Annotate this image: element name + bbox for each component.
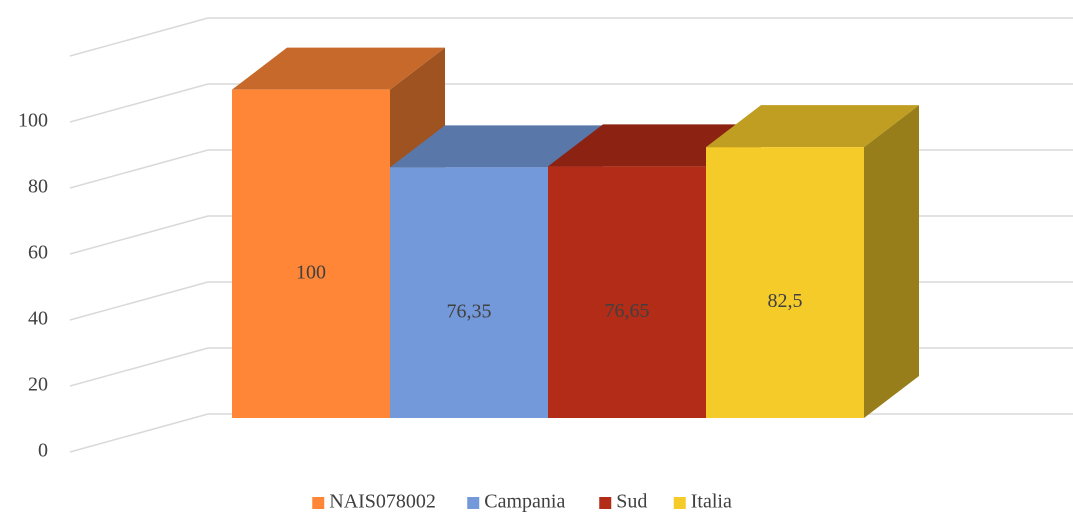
grid-line bbox=[69, 83, 209, 123]
grid-line bbox=[69, 215, 209, 255]
grid-line bbox=[69, 281, 209, 321]
legend-swatch bbox=[312, 497, 325, 509]
legend-swatch bbox=[673, 497, 686, 509]
bar bbox=[706, 147, 864, 418]
y-tick-label: 100 bbox=[18, 110, 48, 132]
y-tick-label: 0 bbox=[38, 440, 48, 462]
grid-line bbox=[69, 149, 209, 189]
legend-swatch bbox=[599, 497, 612, 509]
data-label: 82,5 bbox=[768, 290, 803, 312]
bar bbox=[390, 167, 548, 418]
legend-label: NAIS078002 bbox=[329, 491, 436, 513]
y-tick-label: 20 bbox=[28, 374, 48, 396]
data-label: 100 bbox=[296, 261, 326, 283]
y-tick-label: 60 bbox=[28, 242, 48, 264]
bar-side bbox=[864, 105, 919, 418]
data-label: 76,35 bbox=[447, 300, 492, 322]
bar-top bbox=[232, 47, 445, 90]
legend-swatch bbox=[467, 497, 480, 509]
y-tick-label: 40 bbox=[28, 308, 48, 330]
grid-line bbox=[69, 347, 209, 387]
data-label: 76,65 bbox=[605, 300, 650, 322]
legend-label: Italia bbox=[691, 491, 732, 513]
bar-top bbox=[706, 105, 919, 148]
bar bbox=[548, 166, 706, 418]
bar bbox=[232, 89, 390, 419]
legend-label: Sud bbox=[616, 491, 647, 513]
bar-top bbox=[390, 125, 603, 168]
y-tick-label: 80 bbox=[28, 176, 48, 198]
grid-line bbox=[69, 413, 209, 453]
legend-label: Campania bbox=[484, 491, 565, 513]
grid-line bbox=[69, 17, 209, 57]
